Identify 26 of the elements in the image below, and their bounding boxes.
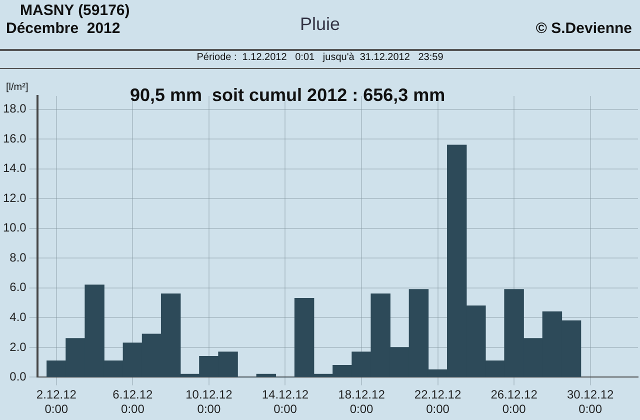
annotation: 90,5 mm soit cumul 2012 : 656,3 mm [130,85,446,106]
y-tick-label: 4.0 [10,310,27,324]
x-tick-label: 14.12.12 0:00 [262,388,309,416]
chart-title: Pluie [300,14,340,34]
y-tick-label: 6.0 [10,280,27,294]
y-tick-label: 12.0 [2,190,27,205]
x-tick-label: 10.12.12 0:00 [186,388,233,416]
y-tick-label: 0.0 [10,370,27,384]
x-tick-label: 22.12.12 0:00 [414,388,462,416]
x-tick-label: 30.12.12 0:00 [566,388,614,416]
text: Décembre 2012 [6,20,120,37]
x-tick-label: 2.12.12 0:00 [36,388,77,416]
y-tick-label: 10.0 [2,220,27,235]
text: © S.Devienne [536,20,632,37]
bar [256,374,276,378]
x-tick-label: 6.12.12 0:00 [112,388,154,416]
text: MASNY (59176) [20,2,130,19]
y-tick-label: 16.0 [2,131,27,146]
y-tick-label: 8.0 [10,250,27,264]
x-tick-label: 26.12.12 0:00 [490,388,538,416]
y-tick-label: 14.0 [2,161,27,176]
chart-subtitle: Période : 1.12.2012 0:01 jusqu'à 31.12.2012 23:59 [196,52,444,63]
y-tick-label: 18.0 [2,102,27,116]
y-tick-label: 2.0 [10,340,27,354]
y-axis-title: [l/m²] [6,82,28,93]
x-tick-label: 18.12.12 0:00 [338,388,386,416]
